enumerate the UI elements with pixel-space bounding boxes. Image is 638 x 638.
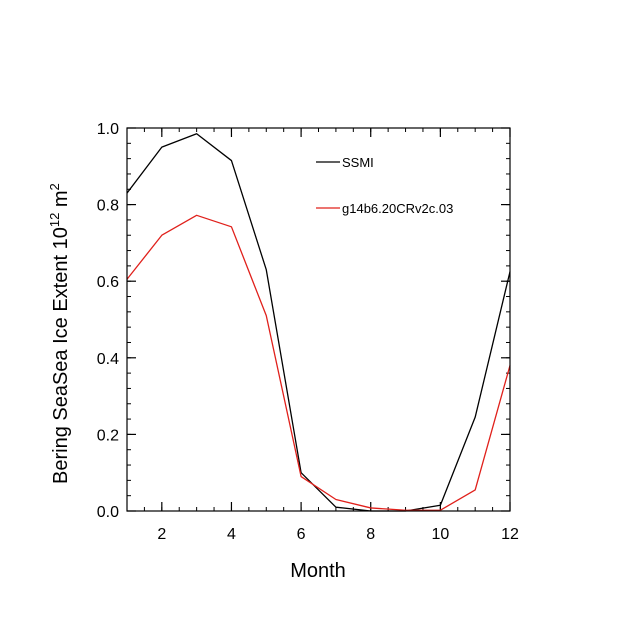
y-tick-label: 0.6 [97,274,119,291]
series-line-model [126,214,511,511]
y-axis-title: Bering SeaSea Ice Extent 1012 m2 [47,183,72,484]
x-tick-label: 4 [227,526,236,543]
legend: SSMI g14b6.20CRv2c.03 [316,155,453,216]
series-lines [126,133,511,512]
legend-label-model: g14b6.20CRv2c.03 [342,201,453,216]
x-tick-label: 10 [431,526,449,543]
x-tick-label: 12 [501,526,519,543]
x-tick-label: 2 [157,526,166,543]
y-tick-label: 0.2 [97,427,119,444]
y-tick-label: 0.0 [97,504,119,521]
y-tick-label: 0.8 [97,198,119,215]
legend-label-ssmi: SSMI [342,155,374,170]
x-tick-label: 6 [297,526,306,543]
y-axis-title-unit: m [50,190,72,212]
x-axis-title: Month [290,560,346,582]
x-tick-label: 8 [366,526,375,543]
y-tick-labels: 0.0 0.2 0.4 0.6 0.8 1.0 [97,121,119,521]
series-line-ssmi [126,133,511,512]
y-tick-label: 0.4 [97,351,119,368]
plot-frame [126,127,511,512]
y-axis-title-main: Bering SeaSea Ice Extent 10 [50,227,72,484]
y-axis-title-unit-exponent: 2 [47,183,62,190]
x-tick-labels: 2 4 6 8 10 12 [157,526,519,543]
y-tick-label: 1.0 [97,121,119,138]
y-axis-title-exponent: 12 [47,213,62,227]
